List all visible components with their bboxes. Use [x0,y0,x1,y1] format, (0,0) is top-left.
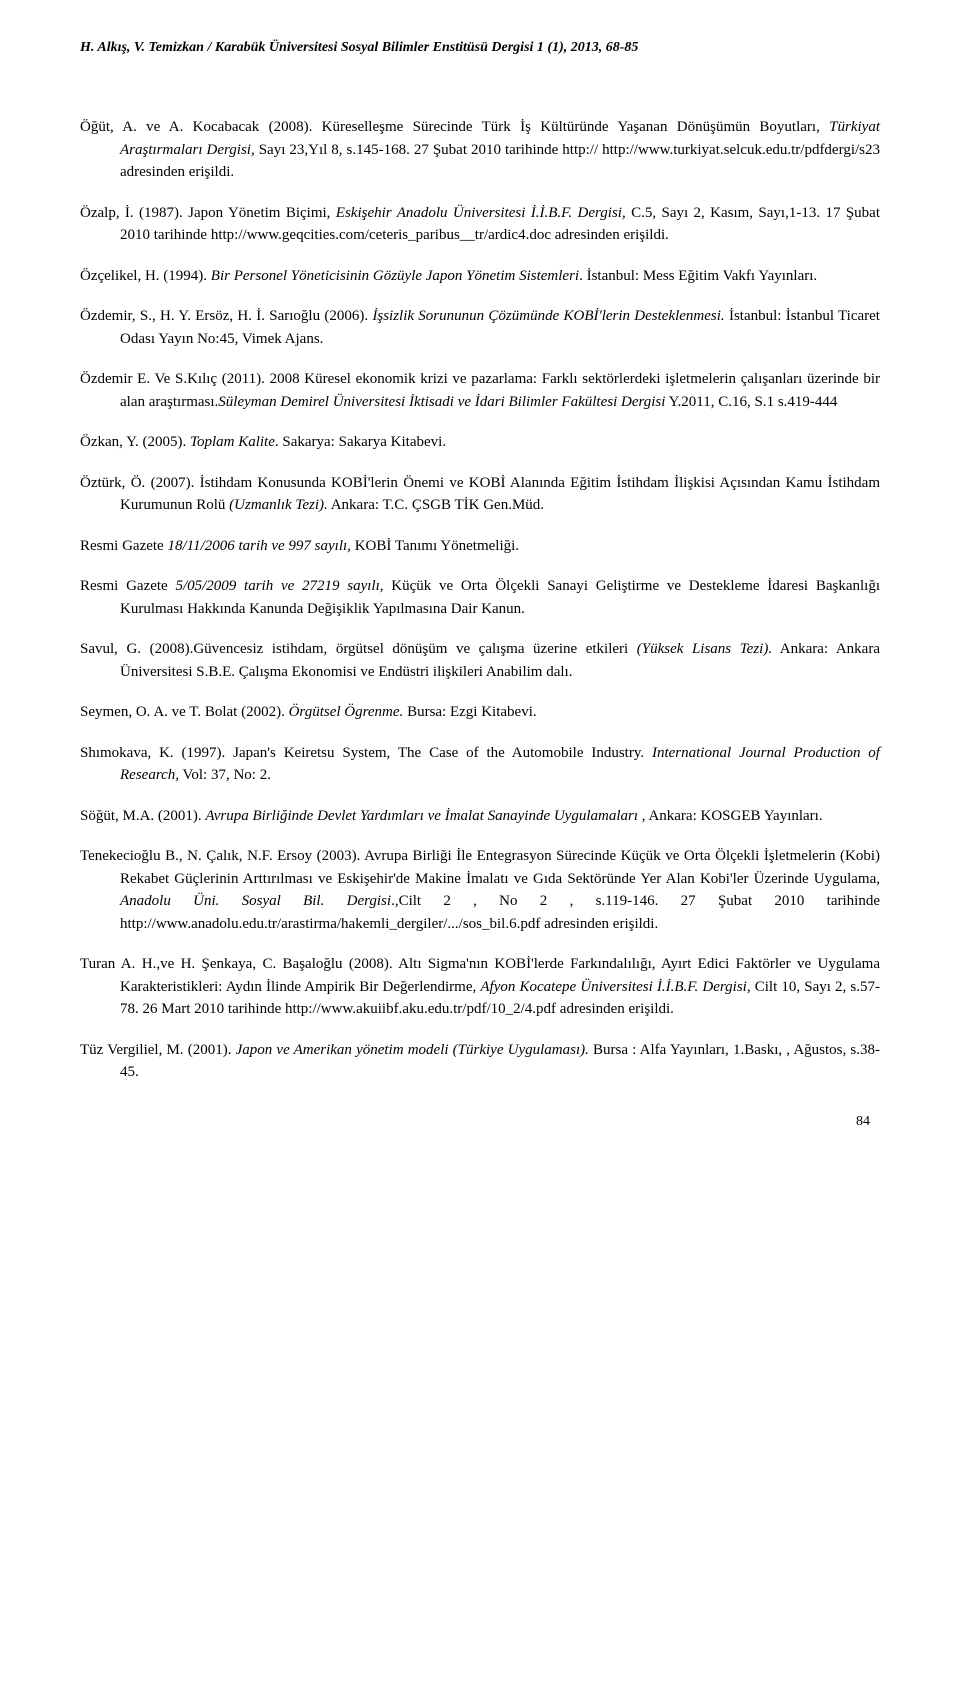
reference-entry: Tüz Vergiliel, M. (2001). Japon ve Ameri… [80,1039,880,1084]
reference-entry: Shımokava, K. (1997). Japan's Keiretsu S… [80,742,880,787]
ref-text: Özalp, İ. (1987). Japon Yönetim Biçimi, [80,205,336,221]
ref-text: Vol: 37, No: 2. [179,767,271,783]
page-number: 84 [80,1114,880,1130]
reference-entry: Öğüt, A. ve A. Kocabacak (2008). Küresel… [80,116,880,184]
reference-entry: Özçelikel, H. (1994). Bir Personel Yönet… [80,265,880,288]
journal-header: H. Alkış, V. Temizkan / Karabük Üniversi… [80,40,880,56]
reference-entry: Seymen, O. A. ve T. Bolat (2002). Örgüts… [80,701,880,724]
ref-italic: Bir Personel Yöneticisinin Gözüyle Japon… [211,268,579,284]
ref-italic: (Yüksek Lisans Tezi). [637,641,772,657]
reference-entry: Turan A. H.,ve H. Şenkaya, C. Başaloğlu … [80,953,880,1021]
ref-text: Bursa: Ezgi Kitabevi. [403,704,536,720]
ref-italic: 18/11/2006 tarih ve 997 sayılı, [167,538,350,554]
ref-text: Özçelikel, H. (1994). [80,268,211,284]
ref-text: Resmi Gazete [80,538,167,554]
ref-italic: Eskişehir Anadolu Üniversitesi İ.İ.B.F. … [336,205,622,221]
ref-text: , Ankara: KOSGEB Yayınları. [638,808,823,824]
reference-entry: Özkan, Y. (2005). Toplam Kalite. Sakarya… [80,431,880,454]
ref-text: Öğüt, A. ve A. Kocabacak (2008). Küresel… [80,119,829,135]
reference-entry: Öztürk, Ö. (2007). İstihdam Konusunda KO… [80,472,880,517]
ref-text: . İstanbul: Mess Eğitim Vakfı Yayınları. [579,268,817,284]
ref-text: KOBİ Tanımı Yönetmeliği. [351,538,519,554]
reference-entry: Özdemir, S., H. Y. Ersöz, H. İ. Sarıoğlu… [80,305,880,350]
ref-text: Özkan, Y. (2005). [80,434,190,450]
ref-text: . Sakarya: Sakarya Kitabevi. [275,434,446,450]
ref-text: Özdemir, S., H. Y. Ersöz, H. İ. Sarıoğlu… [80,308,372,324]
ref-text: Tenekecioğlu B., N. Çalık, N.F. Ersoy (2… [80,848,880,887]
ref-text: Savul, G. (2008).Güvencesiz istihdam, ör… [80,641,637,657]
reference-entry: Özdemir E. Ve S.Kılıç (2011). 2008 Küres… [80,368,880,413]
reference-entry: Savul, G. (2008).Güvencesiz istihdam, ör… [80,638,880,683]
ref-italic: (Uzmanlık Tezi). [229,497,328,513]
ref-italic: Afyon Kocatepe Üniversitesi İ.İ.B.F. Der… [480,979,746,995]
ref-italic: Toplam Kalite [190,434,275,450]
ref-text: Y.2011, C.16, S.1 s.419-444 [665,394,837,410]
ref-text: Söğüt, M.A. (2001). [80,808,205,824]
ref-text: Tüz Vergiliel, M. (2001). [80,1042,236,1058]
reference-entry: Tenekecioğlu B., N. Çalık, N.F. Ersoy (2… [80,845,880,935]
ref-text: Ankara: T.C. ÇSGB TİK Gen.Müd. [328,497,544,513]
ref-text: Seymen, O. A. ve T. Bolat (2002). [80,704,289,720]
reference-entry: Resmi Gazete 18/11/2006 tarih ve 997 say… [80,535,880,558]
ref-italic: 5/05/2009 tarih ve 27219 sayılı [175,578,379,594]
reference-entry: Resmi Gazete 5/05/2009 tarih ve 27219 sa… [80,575,880,620]
ref-text: Resmi Gazete [80,578,175,594]
ref-italic: Japon ve Amerikan yönetim modeli (Türkiy… [236,1042,589,1058]
ref-italic: İşsizlik Sorununun Çözümünde KOBİ'lerin … [372,308,724,324]
reference-entry: Özalp, İ. (1987). Japon Yönetim Biçimi, … [80,202,880,247]
ref-italic: Örgütsel Ögrenme. [289,704,404,720]
ref-text: Shımokava, K. (1997). Japan's Keiretsu S… [80,745,652,761]
ref-italic: Süleyman Demirel Üniversitesi İktisadi v… [218,394,665,410]
reference-entry: Söğüt, M.A. (2001). Avrupa Birliğinde De… [80,805,880,828]
ref-italic: Anadolu Üni. Sosyal Bil. Dergisi [120,893,391,909]
ref-italic: Avrupa Birliğinde Devlet Yardımları ve İ… [205,808,638,824]
